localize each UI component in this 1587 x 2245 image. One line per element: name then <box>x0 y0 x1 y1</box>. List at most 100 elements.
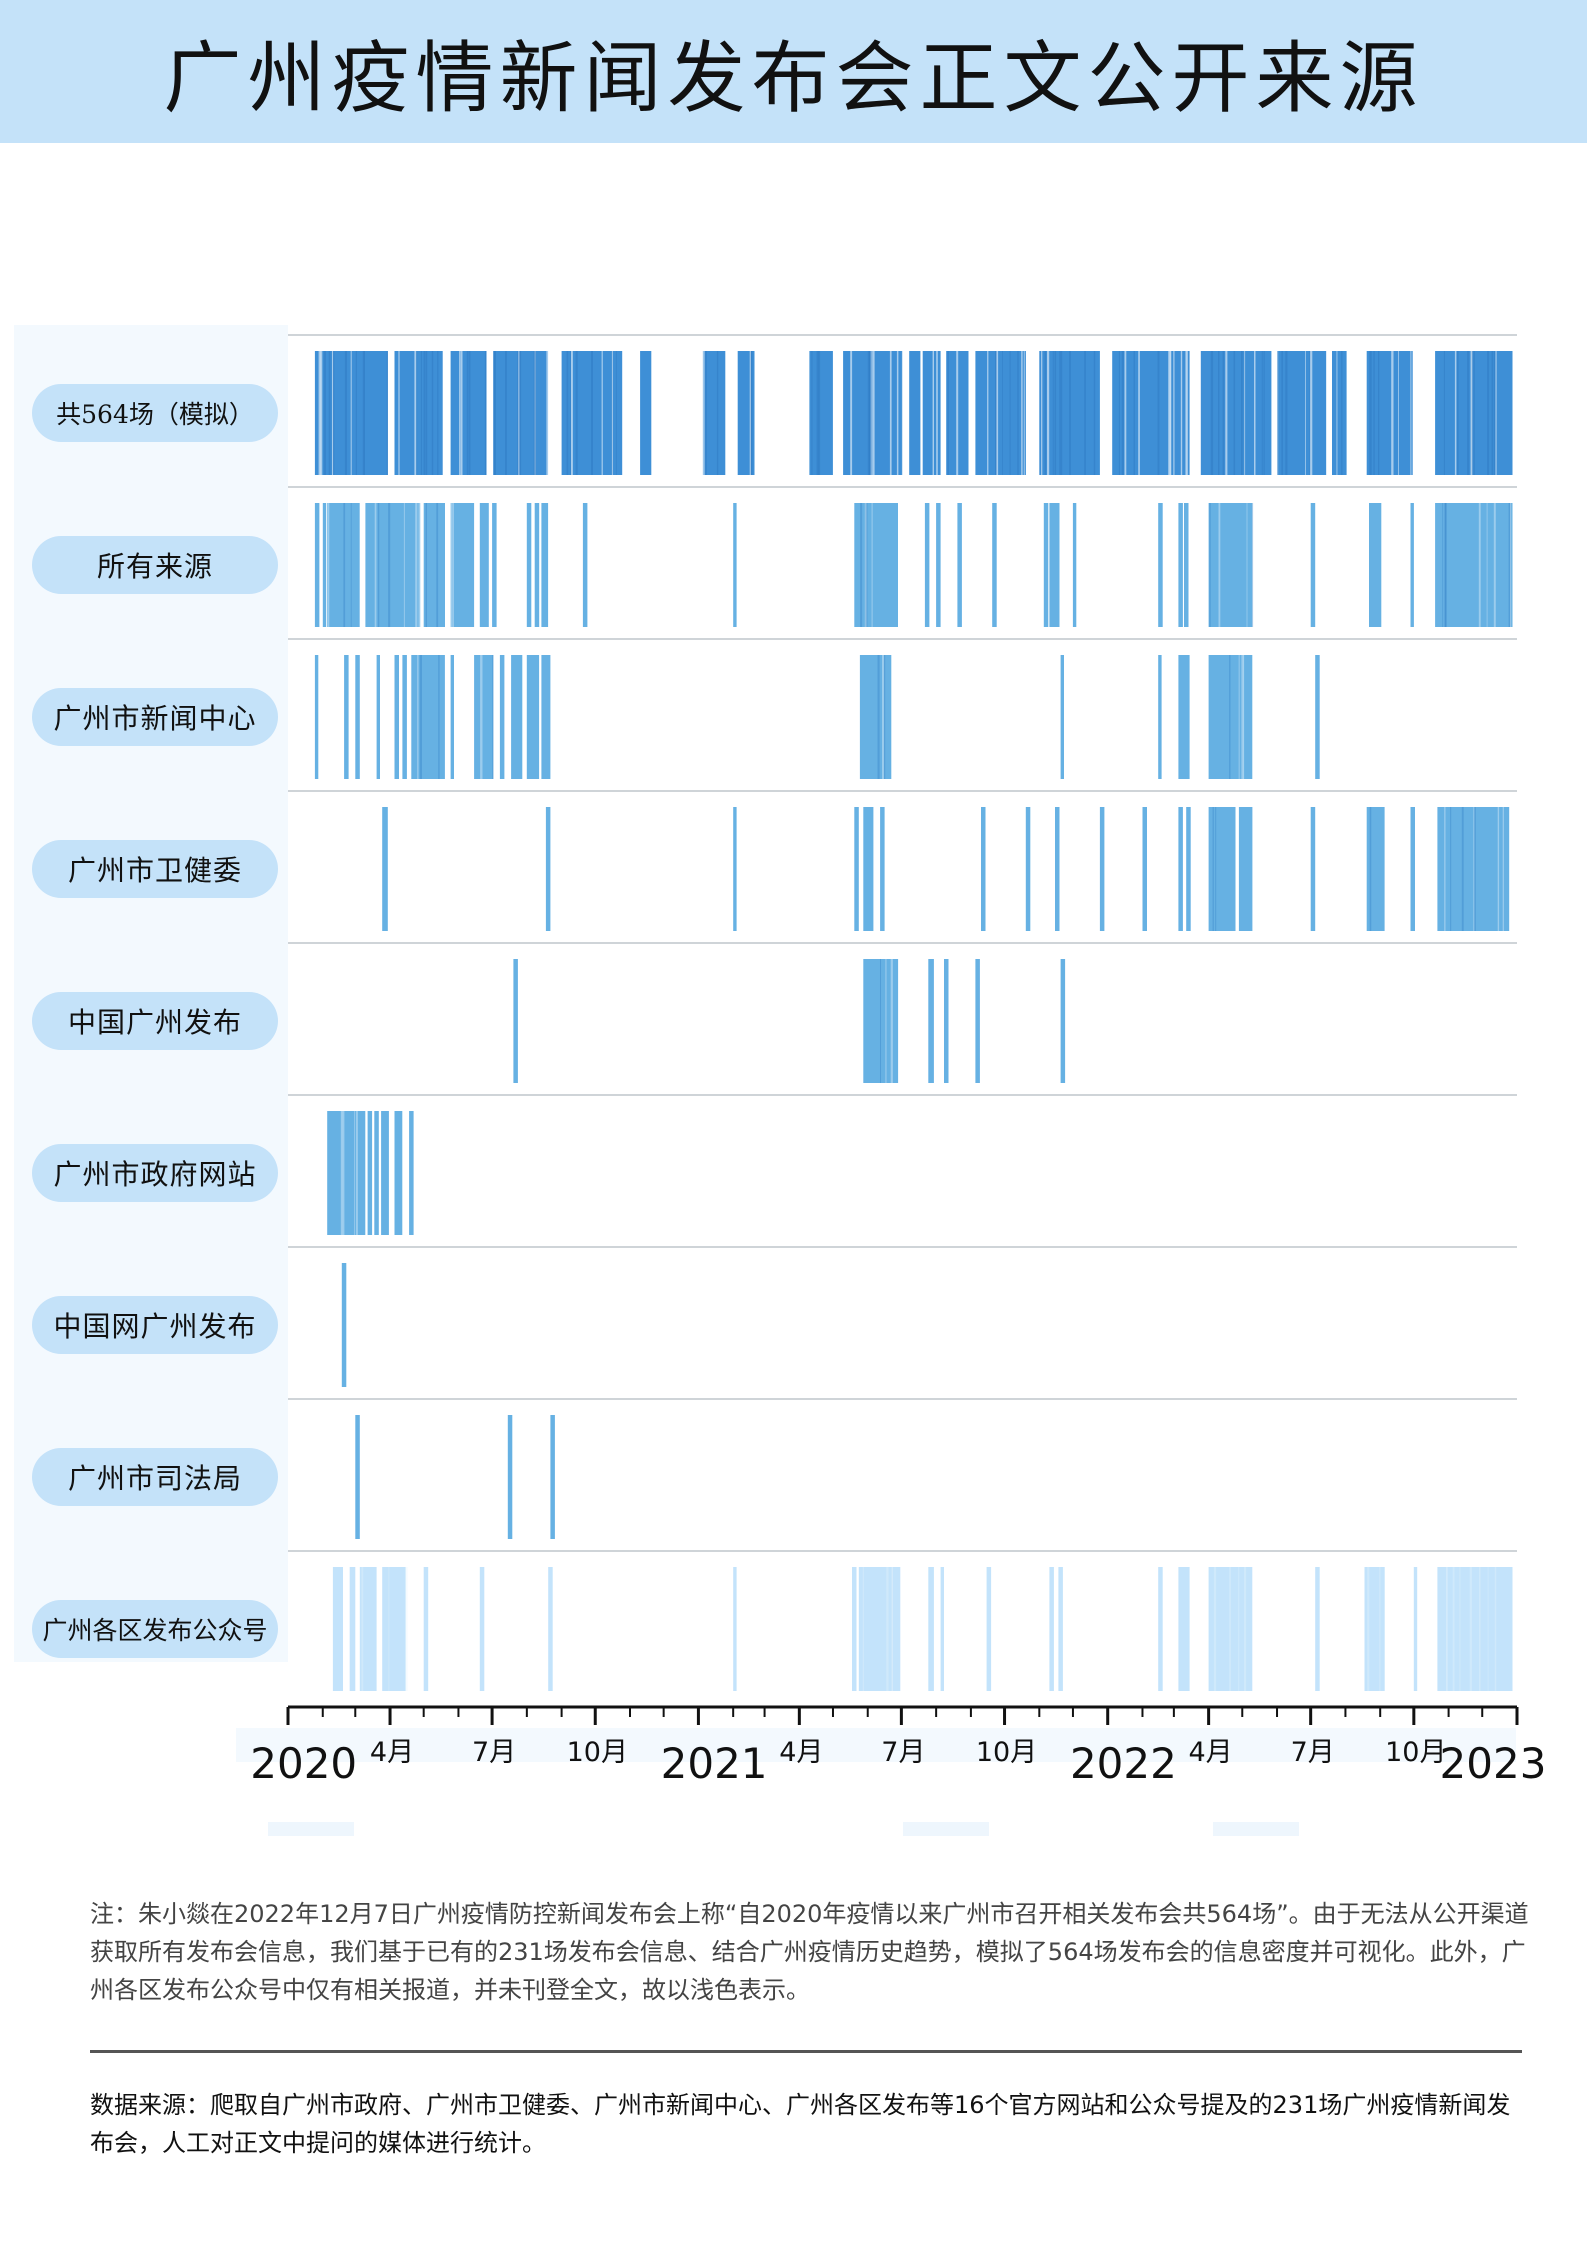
event-bar <box>1437 1567 1513 1691</box>
decorative-mark <box>903 1822 989 1836</box>
event-bar <box>374 1111 379 1235</box>
bar-texture <box>883 655 886 779</box>
bar-texture <box>611 351 613 475</box>
bar-texture <box>1281 351 1283 475</box>
bar-texture <box>1138 351 1140 475</box>
bar-texture <box>398 351 400 475</box>
event-bar <box>936 503 941 627</box>
decorative-mark <box>1213 1822 1299 1836</box>
bar-texture <box>1047 351 1050 475</box>
bar-texture <box>1471 351 1474 475</box>
event-bar <box>1186 807 1191 931</box>
event-bar <box>854 503 898 627</box>
bar-texture <box>1446 1567 1448 1691</box>
bar-texture <box>1118 351 1120 475</box>
bar-texture <box>403 503 405 627</box>
bar-texture <box>1021 351 1023 475</box>
bar-texture <box>460 351 463 475</box>
event-bar <box>382 1567 406 1691</box>
event-bar <box>1178 655 1190 779</box>
bar-texture <box>1241 655 1244 779</box>
event-bar <box>1435 503 1513 627</box>
bar-texture <box>1277 351 1279 475</box>
bar-texture <box>1243 655 1245 779</box>
bar-texture <box>1444 807 1446 931</box>
event-bar <box>367 1111 373 1235</box>
bar-texture <box>749 351 751 475</box>
bar-texture <box>344 351 347 475</box>
event-bar <box>1142 807 1147 931</box>
page-title: 广州疫情新闻发布会正文公开来源 <box>163 33 1424 124</box>
row-label: 共564场（模拟） <box>32 384 278 442</box>
event-bar <box>341 1263 347 1387</box>
month-label: 7月 <box>881 1737 925 1768</box>
bar-texture <box>882 655 885 779</box>
bar-texture <box>361 1567 364 1691</box>
bar-texture <box>1252 503 1254 627</box>
bar-texture <box>811 351 813 475</box>
bar-texture <box>1450 807 1452 931</box>
event-bar <box>986 1567 992 1691</box>
event-bar <box>327 1111 366 1235</box>
event-bar <box>355 1415 360 1539</box>
event-bar <box>1315 655 1320 779</box>
bar-texture <box>1244 1567 1247 1691</box>
event-bar <box>1049 1567 1054 1691</box>
event-bar <box>450 503 475 627</box>
bar-texture <box>1497 807 1500 931</box>
bar-texture <box>343 503 346 627</box>
event-bar <box>409 1111 414 1235</box>
bar-texture <box>386 351 388 475</box>
event-bar <box>880 807 885 931</box>
event-bar <box>349 1567 356 1691</box>
divider <box>90 2050 1522 2053</box>
bar-texture <box>968 351 970 475</box>
event-bar <box>1072 503 1077 627</box>
bar-texture <box>1479 1567 1481 1691</box>
data-source: 数据来源：爬取自广州市政府、广州市卫健委、广州市新闻中心、广州各区发布等16个官… <box>90 2091 1511 2157</box>
bar-texture <box>891 1567 893 1691</box>
event-bar <box>944 959 949 1083</box>
event-bar <box>327 503 360 627</box>
month-label: 4月 <box>1189 1737 1233 1768</box>
event-bar <box>545 807 551 931</box>
event-bar <box>992 503 997 627</box>
event-bar <box>1208 503 1253 627</box>
event-bar <box>332 1567 343 1691</box>
event-bar <box>1208 1567 1253 1691</box>
bar-texture <box>987 351 989 475</box>
bar-texture <box>1023 351 1025 475</box>
bar-texture <box>1084 351 1086 475</box>
event-bar <box>365 503 421 627</box>
event-bar <box>499 655 505 779</box>
bar-texture <box>1373 351 1375 475</box>
bar-texture <box>750 351 753 475</box>
bar-texture <box>932 351 934 475</box>
bar-texture <box>492 655 494 779</box>
event-bar <box>859 655 892 779</box>
event-bar <box>928 1567 934 1691</box>
bar-texture <box>1467 351 1470 475</box>
month-label: 7月 <box>472 1737 516 1768</box>
bar-texture <box>405 1567 408 1691</box>
year-label: 2020 <box>250 1739 357 1788</box>
bar-texture <box>318 351 321 475</box>
bar-texture <box>1186 351 1188 475</box>
bar-texture <box>1341 351 1343 475</box>
event-bar <box>1332 351 1347 475</box>
bar-texture <box>1495 351 1497 475</box>
event-bar <box>394 351 443 475</box>
event-bar <box>922 351 941 475</box>
bar-texture <box>947 351 949 475</box>
bar-texture <box>1369 807 1372 931</box>
bar-texture <box>1215 807 1217 931</box>
bar-texture <box>1213 1567 1217 1691</box>
event-bar <box>1413 1567 1418 1691</box>
event-bar <box>1366 807 1385 931</box>
bar-texture <box>1218 503 1221 627</box>
bar-texture <box>1133 351 1135 475</box>
bar-texture <box>1157 351 1160 475</box>
bar-texture <box>889 351 892 475</box>
bar-texture <box>817 351 821 475</box>
bar-texture <box>505 351 507 475</box>
